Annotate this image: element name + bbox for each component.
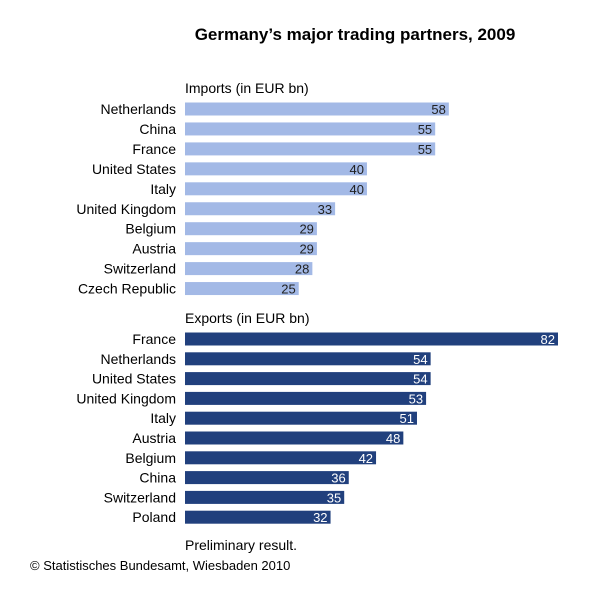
exports-category-label: Netherlands [101, 351, 177, 367]
imports-value-label: 28 [295, 262, 309, 277]
exports-value-label: 32 [313, 510, 327, 525]
imports-value-label: 40 [349, 162, 363, 177]
imports-panel-label: Imports (in EUR bn) [185, 80, 309, 96]
imports-category-label: Switzerland [104, 261, 176, 277]
imports-bar [185, 142, 436, 156]
exports-category-label: France [132, 331, 176, 347]
exports-bar [185, 372, 431, 386]
exports-value-label: 54 [413, 352, 427, 367]
imports-category-label: Belgium [125, 221, 176, 237]
imports-value-label: 55 [418, 122, 432, 137]
imports-bar [185, 162, 367, 176]
exports-bar [185, 411, 417, 425]
exports-value-label: 51 [400, 411, 414, 426]
imports-value-label: 33 [318, 202, 332, 217]
imports-category-label: United States [92, 161, 176, 177]
imports-category-label: France [132, 141, 176, 157]
chart-title: Germany’s major trading partners, 2009 [195, 25, 516, 44]
exports-value-label: 42 [359, 451, 373, 466]
exports-category-label: United Kingdom [76, 390, 176, 406]
exports-category-label: China [139, 470, 176, 486]
exports-category-label: Poland [132, 509, 176, 525]
imports-bar [185, 182, 367, 196]
exports-value-label: 54 [413, 372, 427, 387]
imports-value-label: 55 [418, 142, 432, 157]
exports-value-label: 36 [331, 471, 345, 486]
exports-panel-label: Exports (in EUR bn) [185, 310, 309, 326]
exports-category-label: Austria [132, 430, 176, 446]
exports-value-label: 35 [327, 490, 341, 505]
exports-bar [185, 451, 377, 465]
exports-category-label: Switzerland [104, 489, 176, 505]
exports-value-label: 82 [541, 332, 555, 347]
exports-bar [185, 510, 331, 524]
imports-value-label: 29 [299, 222, 313, 237]
imports-category-label: United Kingdom [76, 201, 176, 217]
imports-bar [185, 242, 317, 256]
imports-value-label: 29 [299, 242, 313, 257]
exports-category-label: United States [92, 371, 176, 387]
imports-bar [185, 102, 449, 116]
imports-category-label: Netherlands [101, 101, 177, 117]
imports-category-label: Italy [150, 181, 176, 197]
imports-value-label: 40 [349, 182, 363, 197]
imports-value-label: 25 [281, 282, 295, 297]
exports-category-label: Belgium [125, 450, 176, 466]
exports-bar [185, 490, 345, 504]
exports-bar [185, 471, 349, 485]
imports-category-label: China [139, 121, 176, 137]
imports-bar [185, 282, 299, 296]
imports-category-label: Czech Republic [78, 281, 176, 297]
imports-category-label: Austria [132, 241, 176, 257]
exports-bar [185, 431, 404, 445]
exports-category-label: Italy [150, 410, 176, 426]
exports-bar [185, 391, 427, 405]
exports-bar [185, 352, 431, 366]
exports-value-label: 53 [409, 391, 423, 406]
imports-value-label: 58 [431, 102, 445, 117]
imports-bar [185, 222, 317, 236]
imports-bar [185, 262, 313, 276]
note: Preliminary result. [185, 537, 297, 553]
source-credit: © Statistisches Bundesamt, Wiesbaden 201… [30, 558, 290, 573]
exports-bar [185, 332, 558, 346]
imports-bar [185, 122, 436, 136]
exports-value-label: 48 [386, 431, 400, 446]
imports-bar [185, 202, 336, 216]
